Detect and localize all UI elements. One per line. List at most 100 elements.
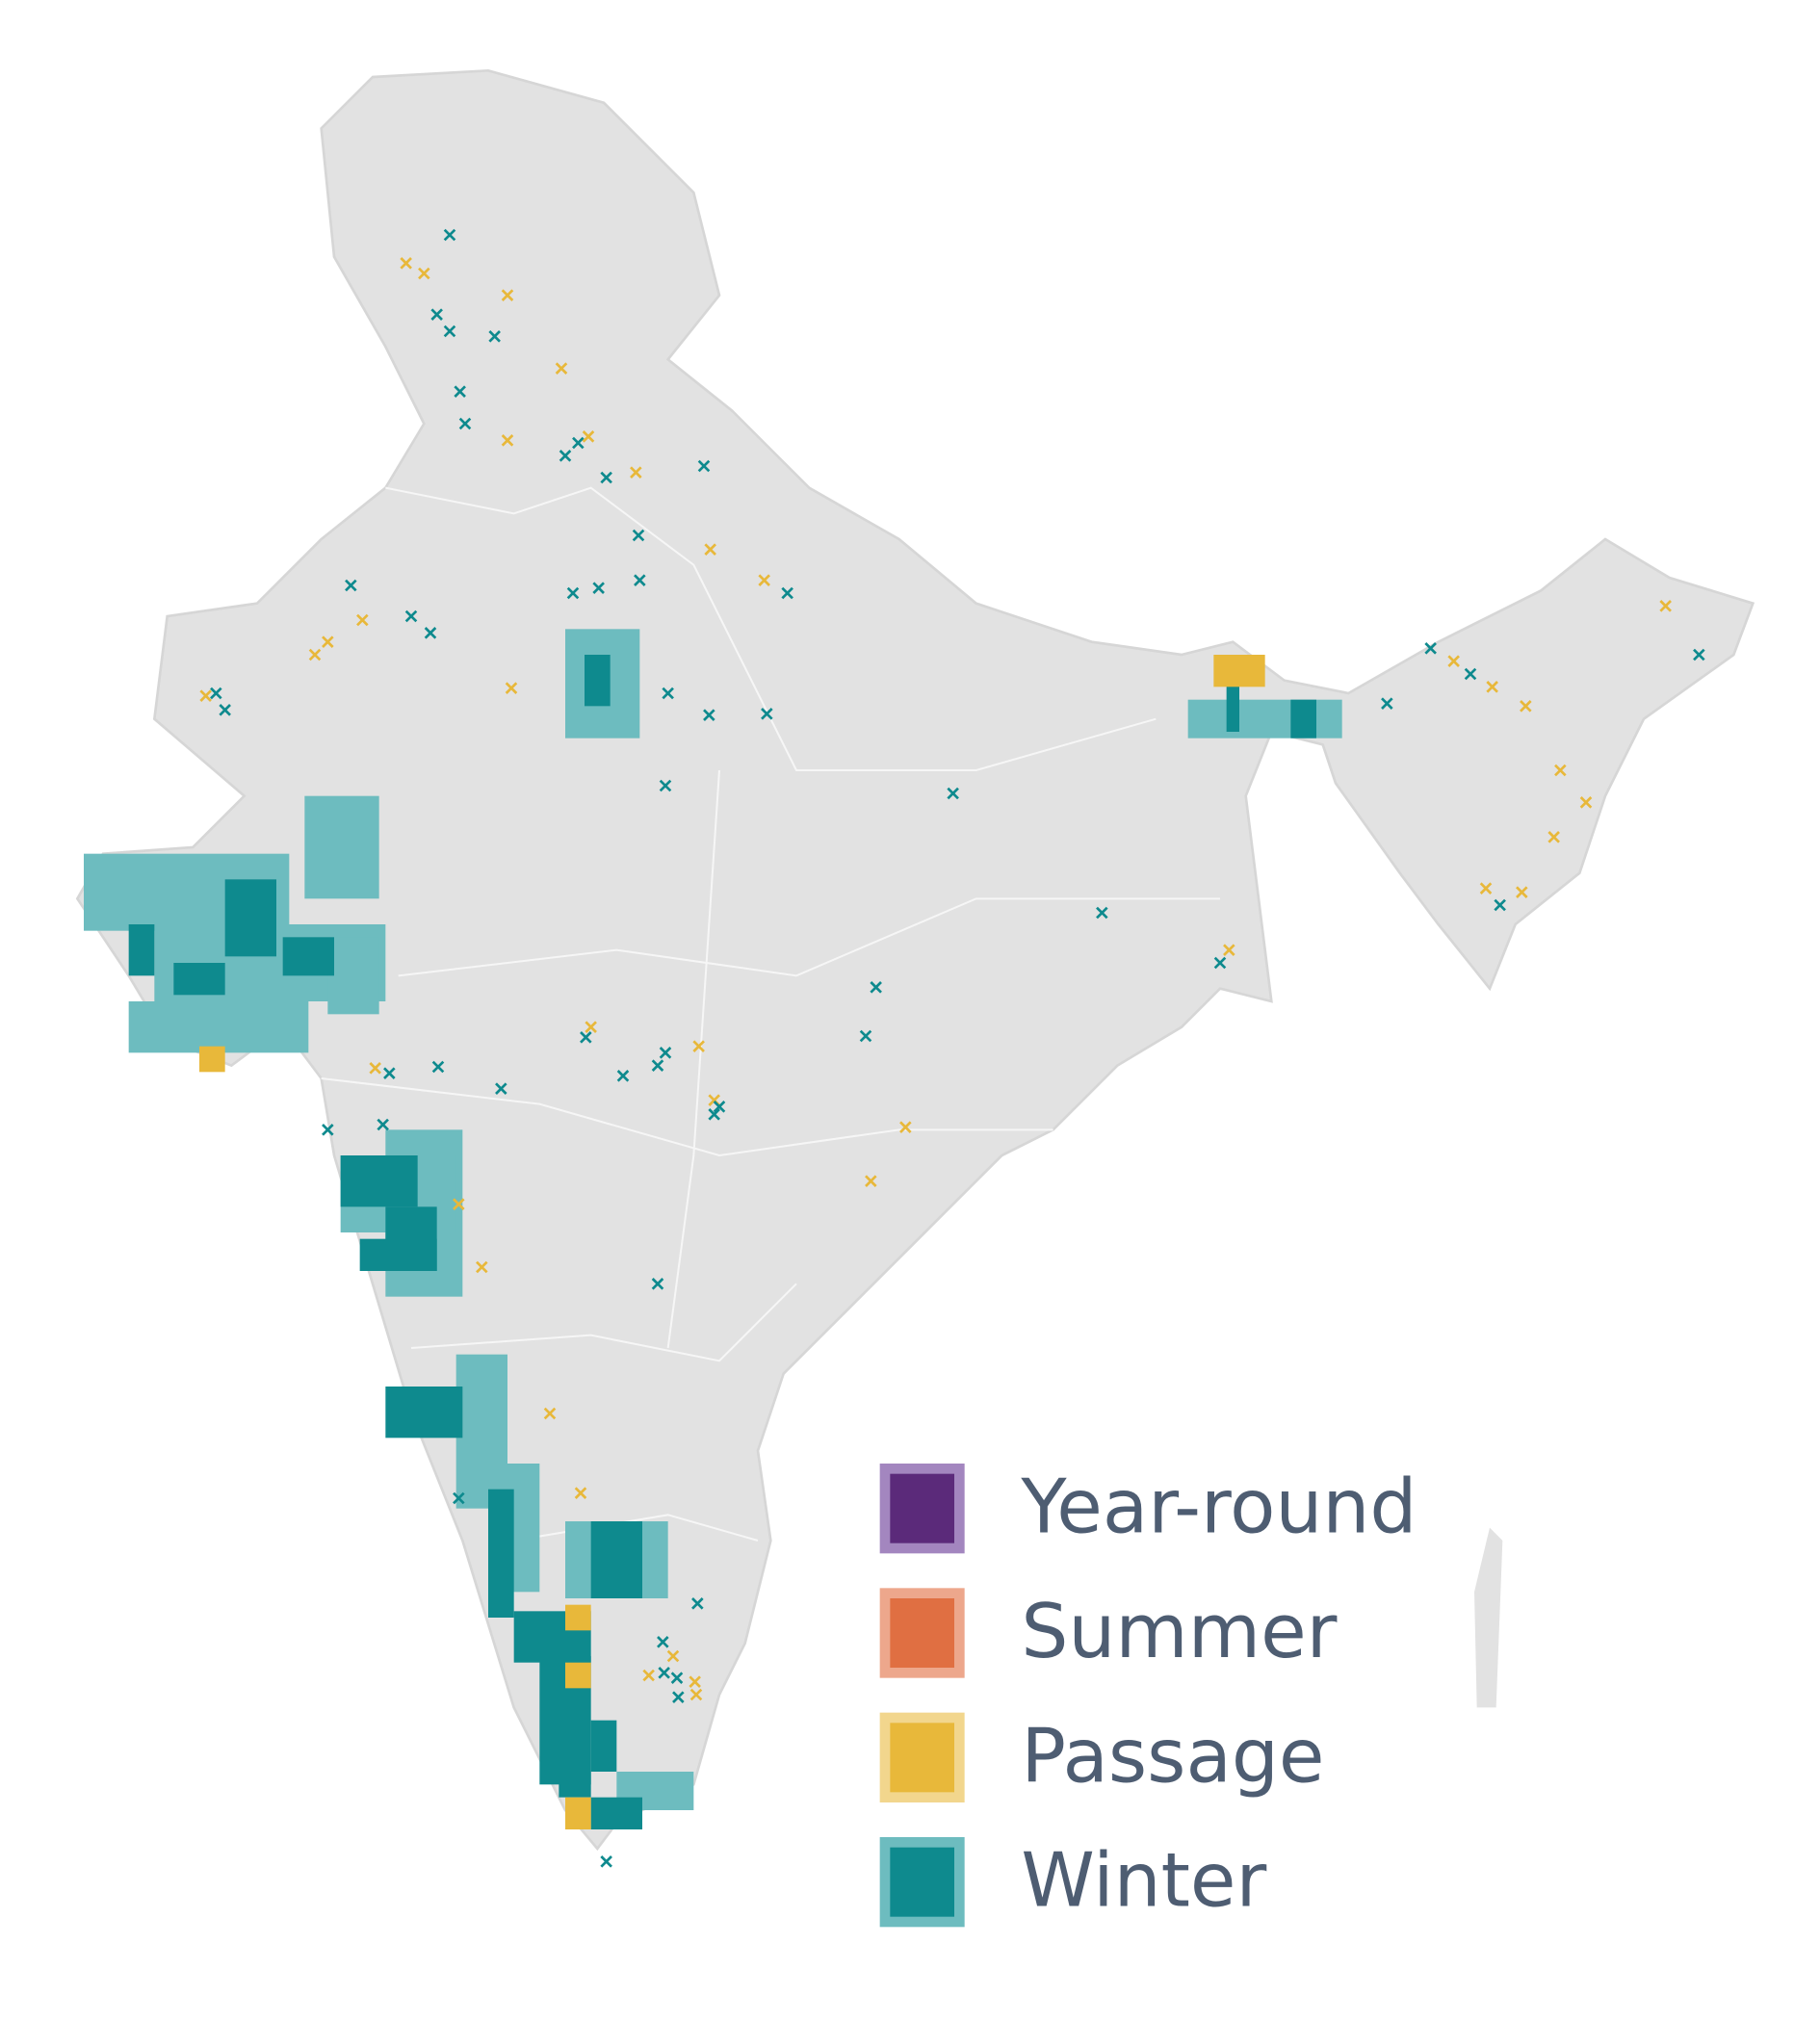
sighting-mark	[424, 627, 437, 639]
sighting-mark	[566, 586, 580, 600]
range-cell	[128, 924, 155, 976]
sighting-mark	[1424, 642, 1437, 655]
sighting-mark	[634, 574, 646, 586]
sighting-mark	[1447, 655, 1460, 667]
sighting-mark	[703, 709, 715, 721]
sighting-mark	[1520, 700, 1532, 713]
sighting-mark	[1547, 831, 1560, 843]
sighting-mark	[651, 1059, 664, 1072]
range-cell	[340, 1155, 418, 1207]
sighting-mark	[476, 1260, 488, 1274]
sighting-mark	[453, 1198, 465, 1210]
sighting-mark	[495, 1082, 507, 1095]
sighting-mark	[659, 779, 672, 792]
sighting-mark	[1464, 667, 1477, 681]
sighting-mark	[383, 1067, 396, 1079]
sighting-mark	[356, 613, 369, 627]
sighting-mark	[572, 436, 585, 450]
islands	[1474, 1527, 1503, 1708]
sighting-mark	[1579, 796, 1593, 809]
range-cell	[359, 1238, 437, 1271]
border	[398, 897, 1220, 977]
sighting-mark	[761, 708, 773, 720]
legend-swatch	[890, 1847, 954, 1917]
sighting-mark	[642, 1669, 655, 1682]
sighting-mark	[600, 471, 612, 484]
sighting-mark	[431, 1060, 445, 1074]
sighting-mark	[781, 586, 793, 600]
sighting-mark	[662, 687, 674, 700]
range-cell	[590, 1720, 617, 1772]
range-cell	[1213, 655, 1265, 687]
sighting-mark	[691, 1597, 704, 1610]
sighting-mark	[713, 1101, 726, 1113]
sighting-mark	[543, 1407, 557, 1420]
range-cell	[199, 1046, 225, 1073]
range-cell	[585, 655, 611, 707]
sighting-mark	[704, 543, 716, 556]
sighting-mark	[616, 1070, 630, 1082]
sighting-mark	[658, 1667, 670, 1679]
sighting-mark	[443, 228, 456, 242]
sighting-mark	[580, 1031, 592, 1044]
range-cell	[327, 937, 379, 1015]
sighting-mark	[453, 1491, 465, 1505]
sighting-mark	[1381, 697, 1393, 710]
sighting-mark	[443, 324, 456, 338]
sighting-mark	[1494, 898, 1506, 912]
sighting-mark	[345, 579, 357, 592]
range-cell	[224, 879, 276, 957]
legend: Year-round Summer Passage Winter	[879, 1464, 1417, 1928]
sighting-mark	[418, 267, 430, 280]
sighting-mark	[670, 1672, 684, 1684]
sighting-mark	[501, 434, 514, 447]
range-cell	[304, 795, 379, 899]
sighting-mark	[859, 1029, 872, 1043]
range-cell	[590, 1521, 642, 1598]
range-cell	[1187, 699, 1342, 739]
legend-label: Winter	[1021, 1838, 1266, 1925]
sighting-mark	[1516, 886, 1528, 898]
border	[385, 486, 1157, 771]
sighting-mark	[689, 1675, 701, 1688]
sighting-mark	[555, 362, 568, 375]
range-cell	[559, 1772, 591, 1798]
sighting-mark	[899, 1121, 912, 1133]
range-cell	[128, 1001, 309, 1053]
sighting-mark	[1693, 648, 1705, 661]
range-cell	[1290, 699, 1316, 739]
sighting-mark	[659, 1047, 672, 1059]
range-cell	[590, 1797, 642, 1829]
sighting-mark	[870, 981, 882, 994]
sighting-mark	[1213, 956, 1227, 970]
border	[666, 769, 720, 1349]
sighting-mark	[559, 450, 572, 462]
sighting-mark	[697, 459, 711, 473]
sighting-mark	[574, 1487, 587, 1499]
legend-label: Year-round	[1020, 1465, 1417, 1551]
sighting-mark	[501, 289, 514, 301]
sighting-mark	[592, 582, 605, 594]
sighting-mark	[865, 1175, 877, 1187]
sighting-mark	[585, 1021, 597, 1033]
sighting-mark	[666, 1649, 680, 1663]
range-cell	[565, 1662, 591, 1689]
range-cell	[488, 1489, 514, 1618]
range-cell	[173, 963, 225, 996]
sighting-mark	[689, 1688, 703, 1701]
sighting-mark	[322, 1124, 334, 1136]
legend-label: Summer	[1021, 1589, 1337, 1675]
sighting-mark	[458, 417, 472, 430]
sighting-mark	[308, 648, 322, 661]
sighting-mark	[430, 308, 443, 321]
sighting-mark	[632, 529, 645, 542]
border	[321, 1077, 1053, 1157]
range-cell	[565, 1797, 591, 1829]
sighting-mark	[672, 1691, 685, 1703]
sighting-mark	[505, 682, 518, 694]
sighting-mark	[400, 257, 412, 270]
sighting-mark	[758, 574, 770, 586]
sighting-mark	[692, 1040, 705, 1052]
state-borders	[321, 486, 1220, 1542]
legend-label: Passage	[1021, 1713, 1324, 1800]
